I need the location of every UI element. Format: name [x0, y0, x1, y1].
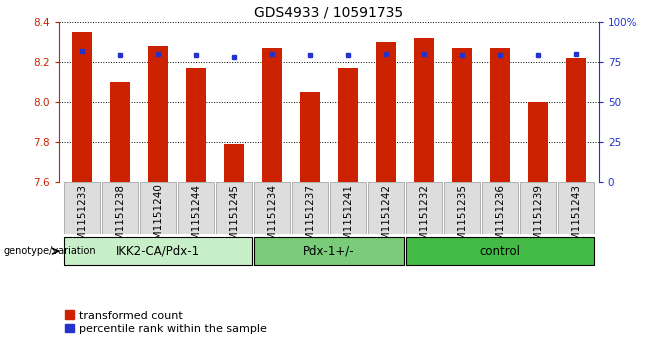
FancyBboxPatch shape	[254, 182, 290, 234]
Bar	[565, 58, 586, 182]
FancyBboxPatch shape	[406, 182, 442, 234]
FancyBboxPatch shape	[178, 182, 215, 234]
Bar	[261, 48, 282, 182]
Bar	[299, 91, 320, 182]
FancyBboxPatch shape	[64, 182, 100, 234]
Bar	[224, 143, 245, 182]
Text: GSM1151235: GSM1151235	[457, 184, 467, 254]
Text: GSM1151236: GSM1151236	[495, 184, 505, 254]
Title: GDS4933 / 10591735: GDS4933 / 10591735	[255, 5, 403, 19]
Legend: transformed count, percentile rank within the sample: transformed count, percentile rank withi…	[64, 310, 267, 334]
FancyBboxPatch shape	[520, 182, 556, 234]
FancyBboxPatch shape	[139, 182, 176, 234]
Bar	[413, 38, 434, 182]
Text: GSM1151239: GSM1151239	[533, 184, 543, 254]
Bar	[376, 42, 396, 182]
Text: GSM1151238: GSM1151238	[115, 184, 125, 254]
Bar	[528, 102, 548, 182]
Bar	[72, 32, 93, 182]
FancyBboxPatch shape	[406, 237, 594, 265]
Text: GSM1151245: GSM1151245	[229, 184, 239, 254]
Text: Pdx-1+/-: Pdx-1+/-	[303, 245, 355, 258]
Text: GSM1151233: GSM1151233	[77, 184, 87, 254]
Text: GSM1151237: GSM1151237	[305, 184, 315, 254]
Bar	[110, 82, 130, 182]
Bar	[338, 68, 359, 182]
Text: GSM1151241: GSM1151241	[343, 184, 353, 254]
Text: control: control	[480, 245, 520, 258]
Text: GSM1151232: GSM1151232	[419, 184, 429, 254]
Text: GSM1151244: GSM1151244	[191, 184, 201, 254]
FancyBboxPatch shape	[443, 182, 480, 234]
FancyBboxPatch shape	[102, 182, 138, 234]
Bar	[451, 48, 472, 182]
FancyBboxPatch shape	[558, 182, 594, 234]
Text: IKK2-CA/Pdx-1: IKK2-CA/Pdx-1	[116, 245, 200, 258]
FancyBboxPatch shape	[291, 182, 328, 234]
FancyBboxPatch shape	[64, 237, 252, 265]
Bar	[186, 68, 207, 182]
Text: GSM1151243: GSM1151243	[571, 184, 581, 254]
Text: GSM1151234: GSM1151234	[267, 184, 277, 254]
FancyBboxPatch shape	[254, 237, 404, 265]
Text: GSM1151240: GSM1151240	[153, 184, 163, 253]
FancyBboxPatch shape	[482, 182, 519, 234]
Text: GSM1151242: GSM1151242	[381, 184, 391, 254]
Bar	[147, 46, 168, 182]
FancyBboxPatch shape	[216, 182, 252, 234]
FancyBboxPatch shape	[330, 182, 367, 234]
FancyBboxPatch shape	[368, 182, 404, 234]
Bar	[490, 48, 511, 182]
Text: genotype/variation: genotype/variation	[3, 246, 96, 256]
